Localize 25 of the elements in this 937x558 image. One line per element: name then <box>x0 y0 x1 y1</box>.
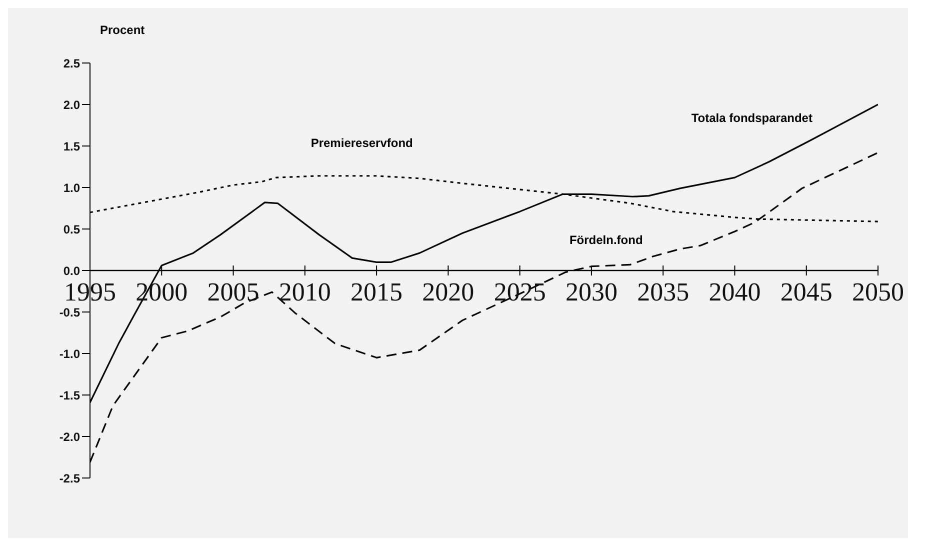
y-tick-label: -2.5 <box>59 471 80 486</box>
y-tick-label: 1.5 <box>63 139 80 154</box>
x-tick-label: 2040 <box>708 278 761 306</box>
x-tick-label: 2050 <box>852 278 904 306</box>
text: Premiereservfond <box>310 136 413 150</box>
series-label: Fördeln.fond <box>569 232 643 247</box>
y-tick-label: 1.0 <box>63 180 80 195</box>
x-tick-label: 2035 <box>637 278 690 306</box>
x-tick-label: 2030 <box>565 278 618 306</box>
x-tick-label: 2020 <box>422 278 474 306</box>
x-tick-label: 2025 <box>494 278 546 306</box>
y-tick-label: 2.0 <box>63 98 80 112</box>
series-label: Totala fondsparandet <box>691 110 812 125</box>
y-tick-label: 0.0 <box>63 264 80 278</box>
x-tick-label: 2045 <box>780 278 832 306</box>
y-tick-label: 0.5 <box>63 222 80 236</box>
y-axis-title: Procent <box>100 23 145 37</box>
y-tick-label: 2.5 <box>63 56 80 70</box>
x-tick-label: 2010 <box>278 278 331 306</box>
y-tick-label: -0.5 <box>59 305 80 320</box>
y-tick-label: -1.5 <box>59 388 80 402</box>
x-tick-label: 2015 <box>350 278 403 306</box>
x-tick-label: 2005 <box>207 278 260 306</box>
y-tick-label: -1.0 <box>59 346 80 361</box>
y-tick-label: -2.0 <box>59 430 80 444</box>
